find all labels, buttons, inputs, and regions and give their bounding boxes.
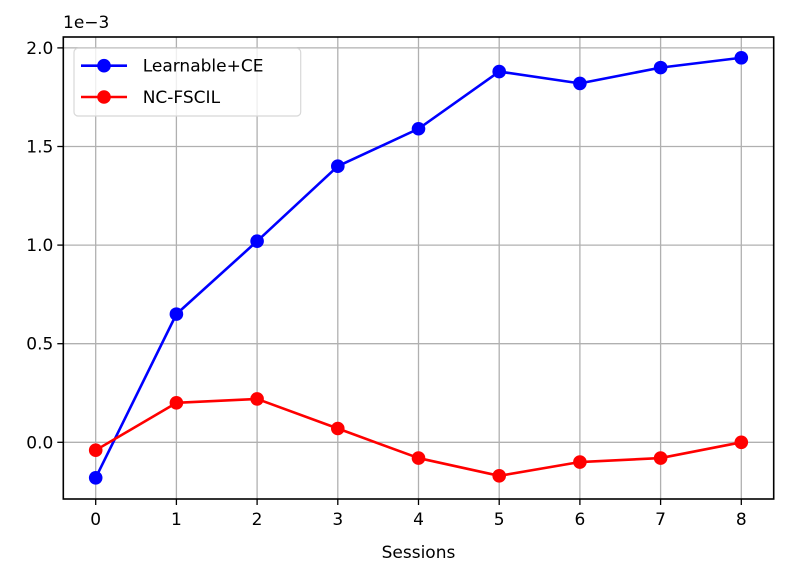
y-tick-label: 1.5 — [26, 138, 53, 158]
series-layer — [88, 50, 749, 485]
series-learnable-ce — [88, 50, 749, 485]
data-point-marker — [169, 307, 184, 321]
data-point-marker — [88, 470, 103, 485]
x-tick-label: 3 — [332, 510, 343, 530]
data-point-marker — [169, 396, 184, 410]
x-tick-label: 8 — [736, 510, 747, 530]
x-tick-label: 4 — [413, 510, 424, 530]
data-point-marker — [734, 435, 749, 450]
x-tick-label: 1 — [171, 510, 182, 530]
x-tick-label: 0 — [90, 510, 101, 530]
y-tick-label: 1.0 — [26, 236, 53, 256]
data-point-marker — [492, 64, 507, 79]
data-point-marker — [573, 455, 587, 469]
x-axis-ticks: 0 1 2 3 4 5 6 7 8 — [90, 499, 747, 530]
data-point-marker — [411, 121, 426, 136]
data-point-marker — [653, 451, 668, 465]
legend-box — [73, 47, 302, 117]
data-point-marker — [734, 50, 749, 65]
legend: Learnable+CE NC-FSCIL — [73, 47, 302, 117]
data-point-marker — [88, 443, 103, 457]
data-point-marker — [250, 392, 264, 406]
legend-label: NC-FSCIL — [143, 88, 221, 108]
x-axis-label: Sessions — [382, 543, 456, 563]
legend-item: Learnable+CE — [81, 57, 263, 77]
x-tick-label: 7 — [655, 510, 666, 530]
x-tick-label: 2 — [252, 510, 263, 530]
legend-item: NC-FSCIL — [81, 88, 221, 108]
y-tick-label: 0.5 — [26, 335, 53, 355]
y-offset-label: 1e−3 — [63, 13, 109, 33]
y-tick-label: 0.0 — [26, 433, 53, 453]
data-point-marker — [331, 421, 345, 436]
y-axis-ticks: 0.0 0.5 1.0 1.5 2.0 — [26, 39, 64, 453]
data-point-marker — [250, 234, 264, 248]
legend-label: Learnable+CE — [143, 57, 264, 77]
legend-marker-icon — [97, 90, 111, 104]
data-point-marker — [573, 76, 587, 91]
series-nc-fscil — [88, 392, 749, 483]
data-point-marker — [331, 159, 345, 174]
data-point-marker — [411, 451, 426, 465]
y-tick-label: 2.0 — [26, 39, 53, 59]
legend-marker-icon — [97, 58, 111, 73]
data-point-marker — [653, 60, 668, 75]
data-point-marker — [492, 469, 507, 483]
x-tick-label: 5 — [494, 510, 505, 530]
x-tick-label: 6 — [574, 510, 585, 530]
